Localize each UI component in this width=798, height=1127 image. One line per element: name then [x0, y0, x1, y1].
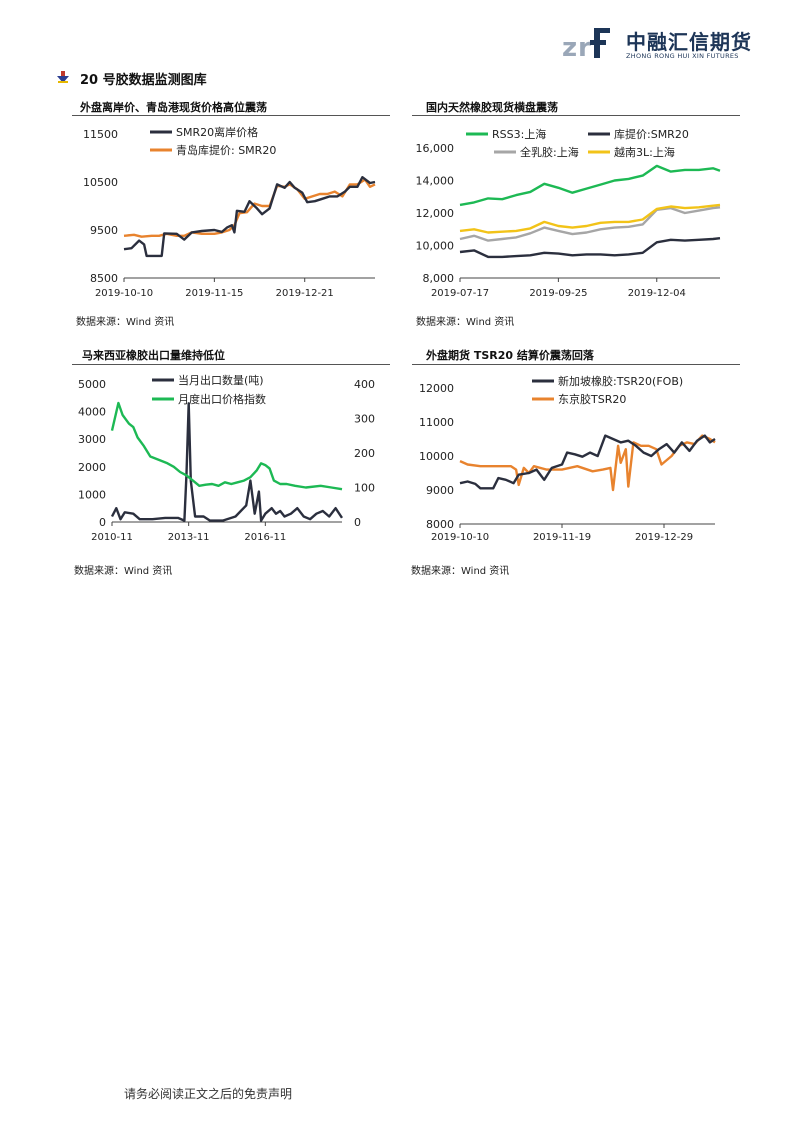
y-tick-label: 10000	[419, 450, 454, 463]
chart-1-rule	[72, 115, 390, 116]
x-tick-label: 2019-10-10	[95, 288, 153, 299]
chart-3-source: 数据来源：Wind 资讯	[74, 566, 173, 577]
y-tick-label: 8500	[90, 272, 118, 285]
section-title: 20 号胶数据监测图库	[80, 73, 207, 88]
series-line-3	[459, 206, 721, 242]
x-tick-label: 2019-11-15	[185, 288, 243, 299]
y-tick-label: 3000	[78, 433, 106, 446]
chart-3-title: 马来西亚橡胶出口量维持低位	[82, 349, 225, 362]
y-tick-label: 9000	[426, 484, 454, 497]
chart-4-title: 外盘期货 TSR20 结算价震荡回落	[426, 349, 594, 362]
y-tick-label: 14,000	[416, 175, 455, 188]
chart-4-plot: 8000 9000 10000 11000 12000 2019-10-10 2019-11…	[419, 374, 716, 543]
x-tick-label: 2019-12-04	[628, 288, 686, 299]
legend-label: 库提价:SMR20	[614, 128, 689, 141]
series-line-1	[459, 164, 721, 207]
y-tick-label: 12000	[419, 382, 454, 395]
legend-label: 越南3L:上海	[614, 145, 675, 159]
chart-2-plot: 8,000 10,000 12,000 14,000 16,000 2019-07-17 2…	[416, 127, 721, 299]
y-tick-label: 2000	[78, 461, 106, 474]
y-tick-label: 11500	[83, 128, 118, 141]
legend-label: SMR20离岸价格	[176, 125, 258, 139]
chart-3-plot: 0 1000 2000 3000 4000 5000 0 100 200 300 400 2010-1…	[78, 373, 375, 543]
x-tick-label: 2019-12-29	[635, 532, 693, 543]
y-tick-label: 12,000	[416, 207, 455, 220]
y-tick-label: 8000	[426, 518, 454, 531]
chart-1-source: 数据来源：Wind 资讯	[76, 317, 175, 328]
logo-english-name: ZHONG RONG HUI XIN FUTURES	[626, 52, 739, 60]
company-logo: z r 中融汇信期货 ZHONG RONG HUI XIN FUTURES	[560, 24, 760, 66]
section-bullet-icon	[57, 71, 69, 83]
x-tick-label: 2019-11-19	[533, 532, 591, 543]
x-tick-label: 2019-12-21	[276, 288, 334, 299]
y-tick-label: 5000	[78, 378, 106, 391]
legend-label: 当月出口数量(吨)	[178, 373, 264, 387]
y-tick-label: 1000	[78, 488, 106, 501]
svg-text:z: z	[562, 33, 577, 63]
y2-tick-label: 200	[354, 447, 375, 460]
chart-4-rule	[412, 364, 740, 365]
series-line-2	[123, 178, 376, 238]
footer-disclaimer: 请务必阅读正文之后的免责声明	[124, 1087, 293, 1101]
legend-label: 东京胶TSR20	[558, 392, 626, 406]
x-tick-label: 2010-11	[91, 532, 133, 543]
y-tick-label: 10500	[83, 176, 118, 189]
series-line-2	[459, 434, 716, 492]
series-line-4	[459, 203, 721, 234]
x-tick-label: 2019-10-10	[431, 532, 489, 543]
chart-2-source: 数据来源：Wind 资讯	[416, 317, 515, 328]
y-tick-label: 11000	[419, 416, 454, 429]
y-tick-label: 9500	[90, 224, 118, 237]
y2-tick-label: 400	[354, 378, 375, 391]
legend-label: 青岛库提价: SMR20	[176, 143, 276, 157]
chart-1-title: 外盘离岸价、青岛港现货价格高位震荡	[80, 101, 267, 114]
series-line-1	[123, 176, 376, 258]
svg-text:r: r	[578, 33, 591, 63]
series-line-2	[110, 401, 343, 491]
series-line-1	[110, 402, 344, 522]
y2-tick-label: 100	[354, 482, 375, 495]
y-tick-label: 0	[99, 516, 106, 529]
series-line-2	[459, 237, 721, 259]
legend-label: RSS3:上海	[492, 127, 546, 141]
legend-label: 全乳胶:上海	[520, 145, 579, 159]
x-tick-label: 2019-07-17	[431, 288, 489, 299]
chart-4-source: 数据来源：Wind 资讯	[411, 566, 510, 577]
y-tick-label: 4000	[78, 406, 106, 419]
logo-chinese-name: 中融汇信期货	[626, 30, 752, 54]
y2-tick-label: 300	[354, 413, 375, 426]
x-tick-label: 2019-09-25	[529, 288, 587, 299]
y-tick-label: 16,000	[416, 142, 455, 155]
logo-mark-icon: z r	[562, 28, 610, 63]
y-tick-label: 10,000	[416, 240, 455, 253]
chart-1-plot: 8500 9500 10500 11500 2019-10-10 2019-11-15 20…	[83, 125, 376, 299]
chart-2-title: 国内天然橡胶现货横盘震荡	[426, 101, 558, 114]
legend-label: 新加坡橡胶:TSR20(FOB)	[558, 374, 683, 388]
x-tick-label: 2016-11	[244, 532, 286, 543]
series-line-1	[459, 434, 716, 490]
x-tick-label: 2013-11	[168, 532, 210, 543]
y2-tick-label: 0	[354, 516, 361, 529]
chart-2-rule	[412, 115, 740, 116]
legend-label: 月度出口价格指数	[178, 392, 266, 406]
chart-3-rule	[72, 364, 390, 365]
y-tick-label: 8,000	[423, 272, 455, 285]
